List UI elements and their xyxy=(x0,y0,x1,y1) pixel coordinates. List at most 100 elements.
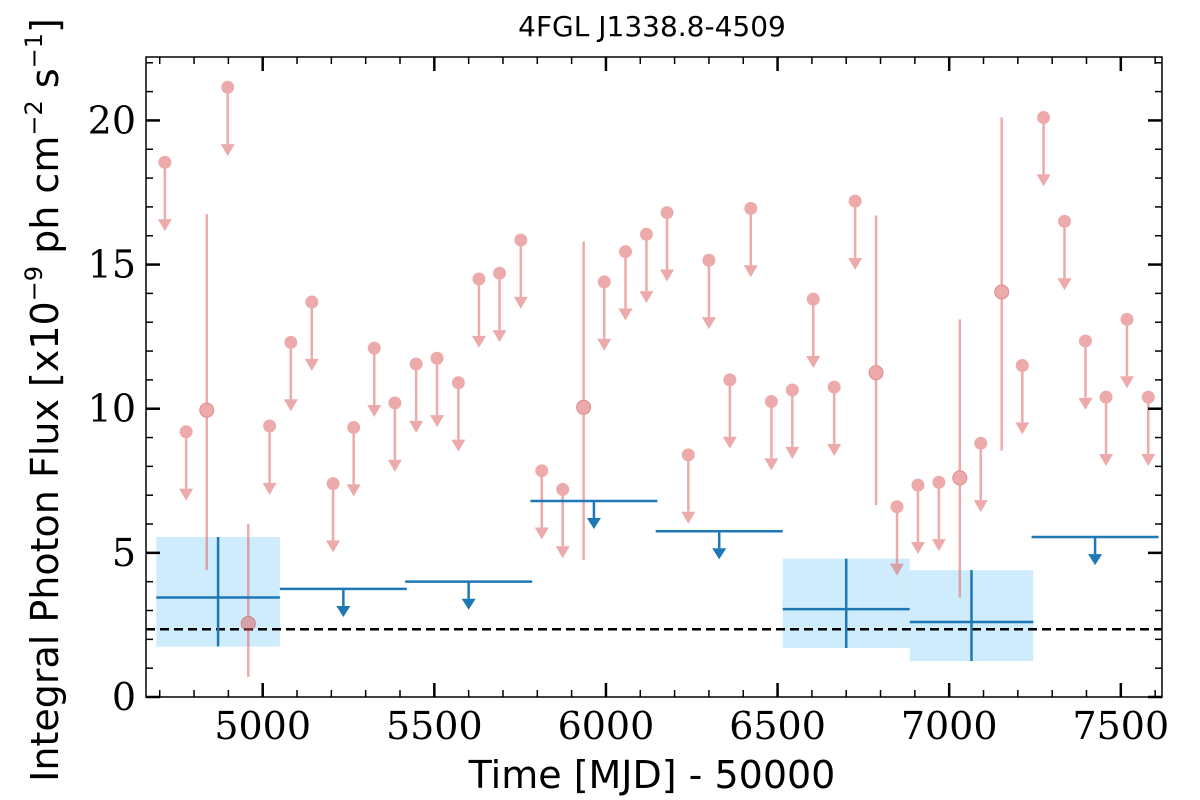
upper-limit-marker xyxy=(430,351,444,365)
y-tick-label: 10 xyxy=(88,387,136,431)
upper-limit-arrow xyxy=(1119,376,1134,389)
upper-limit-arrow xyxy=(743,265,758,278)
long-bin-bands xyxy=(156,537,1034,661)
short-bin-upper-limit xyxy=(534,464,549,540)
upper-limit-marker xyxy=(1120,312,1134,326)
upper-limit-arrow xyxy=(973,500,988,513)
upper-limit-marker xyxy=(702,253,716,267)
upper-limit-arrow xyxy=(764,458,779,471)
long-bin-detection xyxy=(782,558,910,648)
y-axis-title-mid2: s xyxy=(23,68,67,100)
upper-limit-marker xyxy=(514,233,528,247)
upper-limit-marker xyxy=(367,341,381,355)
y-tick-label: 20 xyxy=(88,98,136,142)
short-bin-upper-limit xyxy=(1036,111,1051,187)
upper-limit-marker xyxy=(785,383,799,397)
short-bin-upper-limit xyxy=(806,292,821,369)
upper-limit-marker xyxy=(1078,334,1092,348)
upper-limit-marker xyxy=(388,396,402,410)
upper-limit-arrow xyxy=(1141,454,1156,467)
upper-limit-marker xyxy=(347,420,361,434)
upper-limit-arrow xyxy=(336,605,351,617)
upper-limit-arrow xyxy=(304,358,319,371)
short-bin-upper-limit xyxy=(179,425,194,501)
upper-limit-arrow xyxy=(1036,174,1051,187)
short-bin-upper-limit xyxy=(681,448,696,524)
upper-limit-arrow xyxy=(848,258,863,271)
detection-marker xyxy=(199,402,215,418)
plot-frame xyxy=(145,56,1163,698)
short-bin-upper-limit xyxy=(555,482,570,559)
y-axis-title-exp3: −1 xyxy=(20,33,48,68)
detection-marker xyxy=(868,365,884,381)
x-tick-labels: 5000 5500 6000 6500 7000 7500 xyxy=(214,704,1169,748)
upper-limit-marker xyxy=(1058,214,1072,228)
upper-limit-marker xyxy=(1141,390,1155,404)
short-bin-upper-limit xyxy=(409,357,424,433)
short-bin-upper-limit xyxy=(931,475,946,552)
upper-limit-arrow xyxy=(555,546,570,559)
detection-marker xyxy=(240,615,256,631)
x-tick-label: 5000 xyxy=(214,704,311,748)
short-bin-upper-limit xyxy=(157,155,172,232)
short-bin-upper-limit xyxy=(326,477,341,553)
upper-limit-marker xyxy=(974,436,988,450)
short-bin-upper-limit xyxy=(1078,334,1093,410)
short-bin-detection xyxy=(576,241,592,561)
upper-limit-marker xyxy=(639,227,653,241)
short-bin-detection xyxy=(240,524,256,677)
axis-ticks xyxy=(146,57,1162,699)
x-tick-label: 7000 xyxy=(901,704,998,748)
upper-limit-arrow xyxy=(1088,554,1103,566)
short-bin-upper-limit xyxy=(890,500,905,576)
upper-limit-arrow xyxy=(326,540,341,553)
y-tick-label: 15 xyxy=(88,243,136,287)
upper-limit-marker xyxy=(221,80,235,94)
upper-limit-arrow xyxy=(513,296,528,309)
short-bin-upper-limit xyxy=(1057,214,1072,291)
y-axis-title-prefix: Integral Photon Flux [x10 xyxy=(23,301,67,782)
upper-limit-marker xyxy=(409,357,423,371)
short-bin-detection xyxy=(199,214,215,571)
upper-limit-marker xyxy=(827,380,841,394)
upper-limit-arrow xyxy=(586,518,601,530)
upper-limit-arrow xyxy=(1057,278,1072,291)
long-bin-upper-limit xyxy=(1031,535,1159,566)
y-axis-title-mid: ph cm xyxy=(23,136,67,266)
short-bin-upper-limit xyxy=(451,376,466,452)
chart-title: 4FGL J1338.8-4509 xyxy=(518,10,786,43)
x-tick-label: 6000 xyxy=(558,704,655,748)
upper-limit-marker xyxy=(556,482,570,496)
upper-limit-marker xyxy=(764,395,778,409)
upper-limit-arrow xyxy=(157,219,172,232)
upper-limit-arrow xyxy=(660,269,675,282)
upper-limit-marker xyxy=(932,475,946,489)
short-bin-upper-limit xyxy=(722,373,737,449)
y-tick-label: 0 xyxy=(112,675,136,719)
upper-limit-marker xyxy=(451,376,465,390)
short-bin-upper-limit xyxy=(513,233,528,309)
y-axis-title: Integral Photon Flux [x10−9 ph cm−2 s−1] xyxy=(20,18,67,782)
upper-limit-marker xyxy=(1015,358,1029,372)
upper-limit-arrow xyxy=(409,420,424,433)
upper-limit-marker xyxy=(723,373,737,387)
upper-limit-marker xyxy=(179,425,193,439)
upper-limit-arrow xyxy=(430,415,445,428)
short-bin-upper-limit xyxy=(618,245,633,321)
upper-limit-arrow xyxy=(461,598,476,610)
upper-limit-marker xyxy=(806,292,820,306)
short-bin-detection xyxy=(994,117,1010,451)
short-bin-upper-limit xyxy=(471,272,486,348)
long-bin-upper-limit xyxy=(405,580,533,610)
y-axis-title-exp1: −9 xyxy=(20,266,48,301)
upper-limit-marker xyxy=(619,245,633,259)
upper-limit-arrow xyxy=(367,405,382,418)
upper-limit-arrow xyxy=(712,548,727,560)
short-bin-upper-limit xyxy=(660,206,675,282)
long-bin-detection xyxy=(909,570,1034,661)
upper-limit-arrow xyxy=(910,541,925,554)
upper-limit-marker xyxy=(911,478,925,492)
short-bin-upper-limit xyxy=(262,419,277,495)
short-bin-upper-limit xyxy=(283,335,298,412)
short-bin-upper-limit xyxy=(639,227,654,304)
